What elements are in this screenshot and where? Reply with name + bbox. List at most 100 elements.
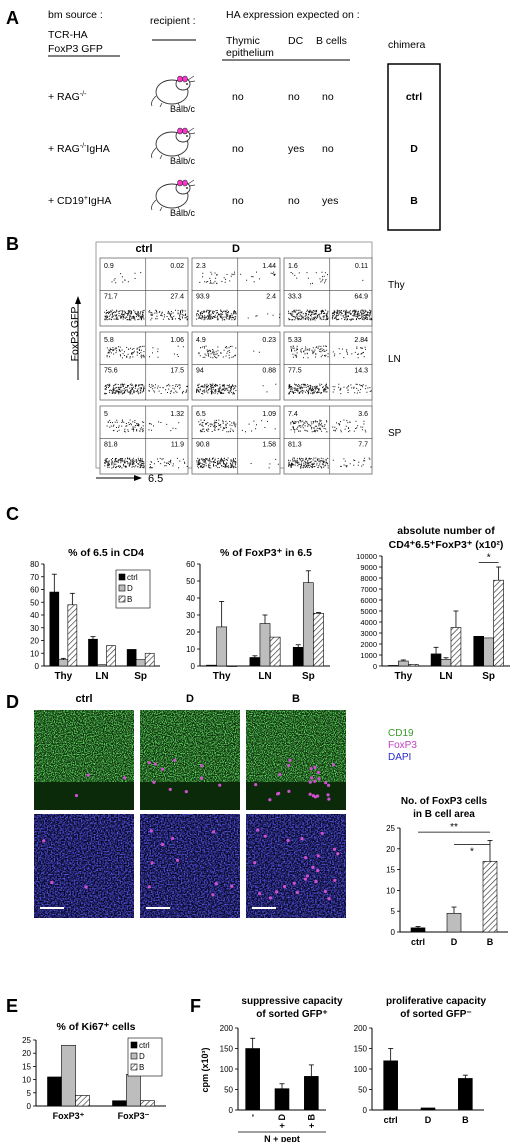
panel-label-f: F (190, 996, 201, 1016)
bar-D-LN (97, 664, 107, 667)
significance-star: * (487, 553, 491, 564)
foxp3-cell (199, 776, 204, 780)
x-category-label: LN (439, 671, 452, 682)
foxp3-cell (324, 781, 328, 785)
foxp3-cell (323, 889, 327, 894)
flow-plot-frame (99, 405, 189, 475)
foxp3-cell (153, 762, 158, 766)
legend-label-D: D (139, 1052, 145, 1061)
quadrant-ur-value: 1.32 (170, 411, 184, 418)
foxp3-cell (253, 861, 257, 865)
flow-plot: 4.9 0.23 94 0.88 (191, 331, 281, 401)
panel-b: B ctrl D B Thy LN SP 0.9 0.02 71.7 27.4 2.3 1.44 93.… (6, 234, 405, 485)
quadrant-lr-value: 1.58 (262, 442, 276, 449)
y-tick-label: 10 (22, 1076, 31, 1085)
quadrant-ur-value: 0.23 (262, 337, 276, 344)
cd19-signal (34, 710, 134, 782)
y-tick-label: 100 (354, 1065, 368, 1074)
quadrant-ul-value: 4.9 (196, 337, 206, 344)
chimera-value-2: B (410, 195, 418, 207)
y-tick-label: 5000 (360, 607, 377, 616)
foxp3-cell (308, 792, 312, 796)
bm-source-sup: -/- (80, 91, 87, 98)
recipient-label: recipient : (150, 15, 196, 27)
foxp3-cell (268, 896, 273, 900)
flow-plot: 2.3 1.44 93.9 2.4 (191, 257, 281, 327)
bar-B-Thy (226, 665, 238, 667)
foxp3-cell (313, 765, 317, 769)
foxp3-cell (268, 798, 272, 802)
x-category-label: Sp (302, 671, 315, 682)
y-tick-label: 30 (30, 624, 39, 633)
significance-star: ** (450, 822, 458, 833)
y-tick-label: 4000 (360, 618, 377, 627)
quadrant-lr-value: 14.3 (354, 368, 368, 375)
quadrant-ul-value: 7.4 (288, 411, 298, 418)
quadrant-ul-value: 6.5 (196, 411, 206, 418)
bar-single-D (446, 912, 462, 933)
thymic-value-1: no (232, 143, 244, 155)
foxp3-cell (214, 882, 218, 886)
y-tick-label: 20 (22, 1049, 31, 1058)
y-tick-label: 5 (27, 1089, 32, 1098)
micro-legend-dapi: DAPI (388, 752, 411, 763)
quadrant-lr-value: 0.88 (262, 368, 276, 375)
bar-ctrl-Sp (473, 635, 484, 667)
bar-single-- (245, 1048, 260, 1111)
foxp3-cell (86, 773, 90, 777)
bar-B-Sp (144, 652, 155, 667)
foxp3-cell (147, 885, 151, 889)
flow-row-label-LN: LN (388, 354, 401, 365)
foxp3-cell (316, 868, 320, 873)
panel-label-d: D (6, 692, 19, 712)
y-tick-label: 10 (30, 649, 39, 658)
flow-plot: 5.8 1.06 75.6 17.5 (99, 331, 189, 401)
bar-single-B (482, 860, 498, 933)
y-tick-label: 7000 (360, 585, 377, 594)
bar-ctrl-Thy (49, 591, 60, 667)
quadrant-ur-value: 1.09 (262, 411, 276, 418)
foxp3-cell (292, 881, 296, 885)
y-tick-label: 6000 (360, 596, 377, 605)
foxp3-cell (160, 842, 165, 847)
flow-row-label-SP: SP (388, 428, 402, 439)
foxp3-cell (230, 884, 234, 888)
y-tick-label: 9000 (360, 563, 377, 572)
chart-title-2: of sorted GFP⁺ (256, 1009, 327, 1020)
cd19-signal (140, 710, 240, 782)
col-thymic-2: epithelium (226, 47, 274, 59)
foxp3-cell (331, 763, 336, 767)
y-tick-label: 8000 (360, 574, 377, 583)
legend-swatch-D (130, 1052, 138, 1060)
y-tick-label: 50 (224, 1086, 233, 1095)
y-tick-label: 20 (30, 637, 39, 646)
bar-B-LN (269, 636, 281, 667)
quadrant-ul-value: 0.9 (104, 263, 114, 270)
y-axis-label: cpm (x10³) (200, 1047, 210, 1092)
bar-D-Sp (135, 659, 146, 667)
flow-col-label-ctrl: ctrl (135, 243, 152, 255)
foxp3-cell (150, 861, 154, 865)
flow-events (288, 271, 373, 321)
quadrant-ur-value: 2.84 (354, 337, 368, 344)
y-tick-label: 50 (186, 577, 195, 586)
bar-D-Thy (398, 660, 409, 667)
recipient-strain-0: Balb/c (170, 104, 196, 114)
y-tick-label: 200 (354, 1024, 368, 1033)
foxp3-cell (278, 772, 282, 777)
bar-ctrl-LN (249, 657, 261, 667)
micro-col-label-ctrl: ctrl (75, 693, 92, 705)
legend-swatch-B (118, 595, 126, 603)
bcell-value-2: yes (322, 195, 338, 207)
quadrant-ll-value: 94 (196, 368, 204, 375)
quadrant-ul-value: 5 (104, 411, 108, 418)
condition-label: N + pept (264, 1134, 300, 1142)
legend-swatch-D (118, 584, 126, 592)
flow-events (104, 345, 188, 395)
foxp3-cell (305, 874, 309, 878)
quadrant-lr-value: 64.9 (354, 294, 368, 301)
flow-plot: 1.6 0.11 33.3 64.9 (283, 257, 373, 327)
quadrant-ul-value: 5.8 (104, 337, 114, 344)
quadrant-ur-value: 0.11 (355, 263, 368, 270)
foxp3-cell (295, 890, 299, 895)
